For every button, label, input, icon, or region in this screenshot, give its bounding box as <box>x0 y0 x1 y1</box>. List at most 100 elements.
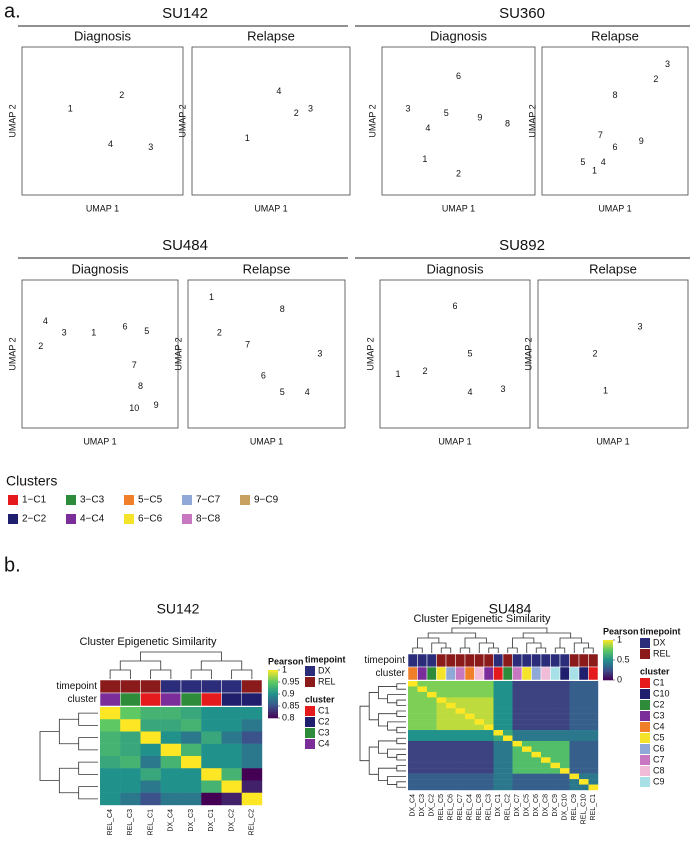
heatmap-cell <box>474 708 485 714</box>
heatmap-cell <box>120 743 141 757</box>
heatmap-cell <box>512 746 523 753</box>
heatmap-cell <box>408 746 418 753</box>
heatmap-cell <box>446 686 456 693</box>
cluster-annotation <box>436 666 447 681</box>
heatmap-cell <box>569 713 580 720</box>
heatmap-cell <box>201 731 222 744</box>
heatmap-cell <box>531 702 542 709</box>
heatmap-cell <box>181 756 202 769</box>
heatmap-cell <box>100 743 121 757</box>
heatmap-cell <box>465 724 475 731</box>
heatmap-cell <box>493 762 504 769</box>
colorbar-tick-label: 0 <box>617 674 622 684</box>
cluster-label: 4 <box>276 86 281 96</box>
heatmap-cell <box>221 756 242 769</box>
heatmap-cell <box>550 768 561 774</box>
column-label: REL_C10 <box>581 794 588 824</box>
heatmap-cell <box>484 713 494 720</box>
plot-title: Diagnosis <box>71 261 129 276</box>
heatmap-cell <box>579 735 589 742</box>
heatmap-cell <box>493 686 504 693</box>
colorbar-step <box>268 670 278 673</box>
heatmap-cell <box>427 740 437 747</box>
heatmap-cell <box>446 735 456 742</box>
heatmap-cell <box>446 757 456 763</box>
legend-title: timepoint <box>640 626 681 636</box>
heatmap-cell <box>503 768 513 774</box>
heatmap-cell <box>474 724 485 731</box>
heatmap-cell <box>569 730 580 736</box>
cluster-label: 6 <box>456 71 461 81</box>
legend-label: 5−C5 <box>138 495 163 506</box>
legend-swatch <box>640 744 650 754</box>
cluster-label: 1 <box>395 369 400 379</box>
heatmap-cell <box>484 762 494 769</box>
heatmap-cell <box>181 743 202 757</box>
legend-swatch <box>640 722 650 732</box>
colorbar-step <box>603 650 613 652</box>
timepoint-annotation <box>407 653 418 668</box>
colorbar-step <box>603 673 613 676</box>
column-label: DX_C1 <box>208 809 215 832</box>
cluster-label: 1 <box>68 104 73 114</box>
heatmap-cell <box>503 779 513 785</box>
legend-swatch <box>240 495 250 505</box>
heatmap-cell <box>579 681 589 687</box>
heatmap-cell <box>541 762 551 769</box>
column-label: DX_C2 <box>228 809 235 832</box>
cluster-label: 5 <box>144 326 149 336</box>
heatmap-cell <box>531 746 542 753</box>
heatmap-cell <box>455 784 466 791</box>
heatmap-cell <box>493 697 504 703</box>
heatmap-cell <box>522 735 532 742</box>
heatmap-cell <box>181 768 202 781</box>
heatmap-cell <box>531 757 542 763</box>
legend-label: C1 <box>653 677 665 687</box>
heatmap-cell <box>531 768 542 774</box>
heatmap-cell <box>550 708 561 714</box>
timepoint-annotation <box>578 653 589 668</box>
colorbar-step <box>268 676 278 679</box>
legend-swatch <box>640 649 650 659</box>
timepoint-annotation <box>99 679 121 694</box>
heatmap-cell <box>560 757 570 763</box>
heatmap-cell <box>408 762 418 769</box>
heatmap-cell <box>522 779 532 785</box>
heatmap-cell <box>503 746 513 753</box>
heatmap-cell <box>446 730 456 736</box>
heatmap-cell <box>569 768 580 774</box>
heatmap-cell <box>550 719 561 725</box>
heatmap-cell <box>417 691 428 698</box>
panel-label: b. <box>4 554 21 576</box>
heatmap-cell <box>201 792 222 806</box>
heatmap-cell <box>100 719 121 732</box>
legend-swatch <box>124 495 134 505</box>
heatmap-cell <box>560 784 570 791</box>
heatmap-cell <box>436 740 447 747</box>
heatmap-cell <box>417 740 428 747</box>
cluster-label: 7 <box>598 130 603 140</box>
heatmap-cell <box>474 681 485 687</box>
heatmap-cell <box>455 773 466 780</box>
heatmap-cell <box>474 735 485 742</box>
heatmap-cell <box>474 746 485 753</box>
heatmap-cell <box>446 740 456 747</box>
heatmap-cell <box>579 751 589 758</box>
legend-label: 9−C9 <box>254 495 279 506</box>
column-label: DX_C1 <box>495 794 502 817</box>
heatmap-cell <box>484 724 494 731</box>
heatmap-cell <box>408 691 418 698</box>
heatmap-cell <box>541 768 551 774</box>
column-label: REL_C7 <box>457 794 464 821</box>
column-label: REL_C3 <box>486 794 493 821</box>
colorbar-step <box>268 674 278 677</box>
panel-label: a. <box>4 0 21 22</box>
heatmap-cell <box>541 708 551 714</box>
x-axis-label: UMAP 1 <box>83 436 116 446</box>
heatmap-cell <box>560 751 570 758</box>
heatmap-cell <box>241 743 263 757</box>
heatmap-cell <box>446 768 456 774</box>
heatmap-cell <box>579 740 589 747</box>
heatmap-cell <box>140 743 161 757</box>
heatmap-cell <box>484 768 494 774</box>
